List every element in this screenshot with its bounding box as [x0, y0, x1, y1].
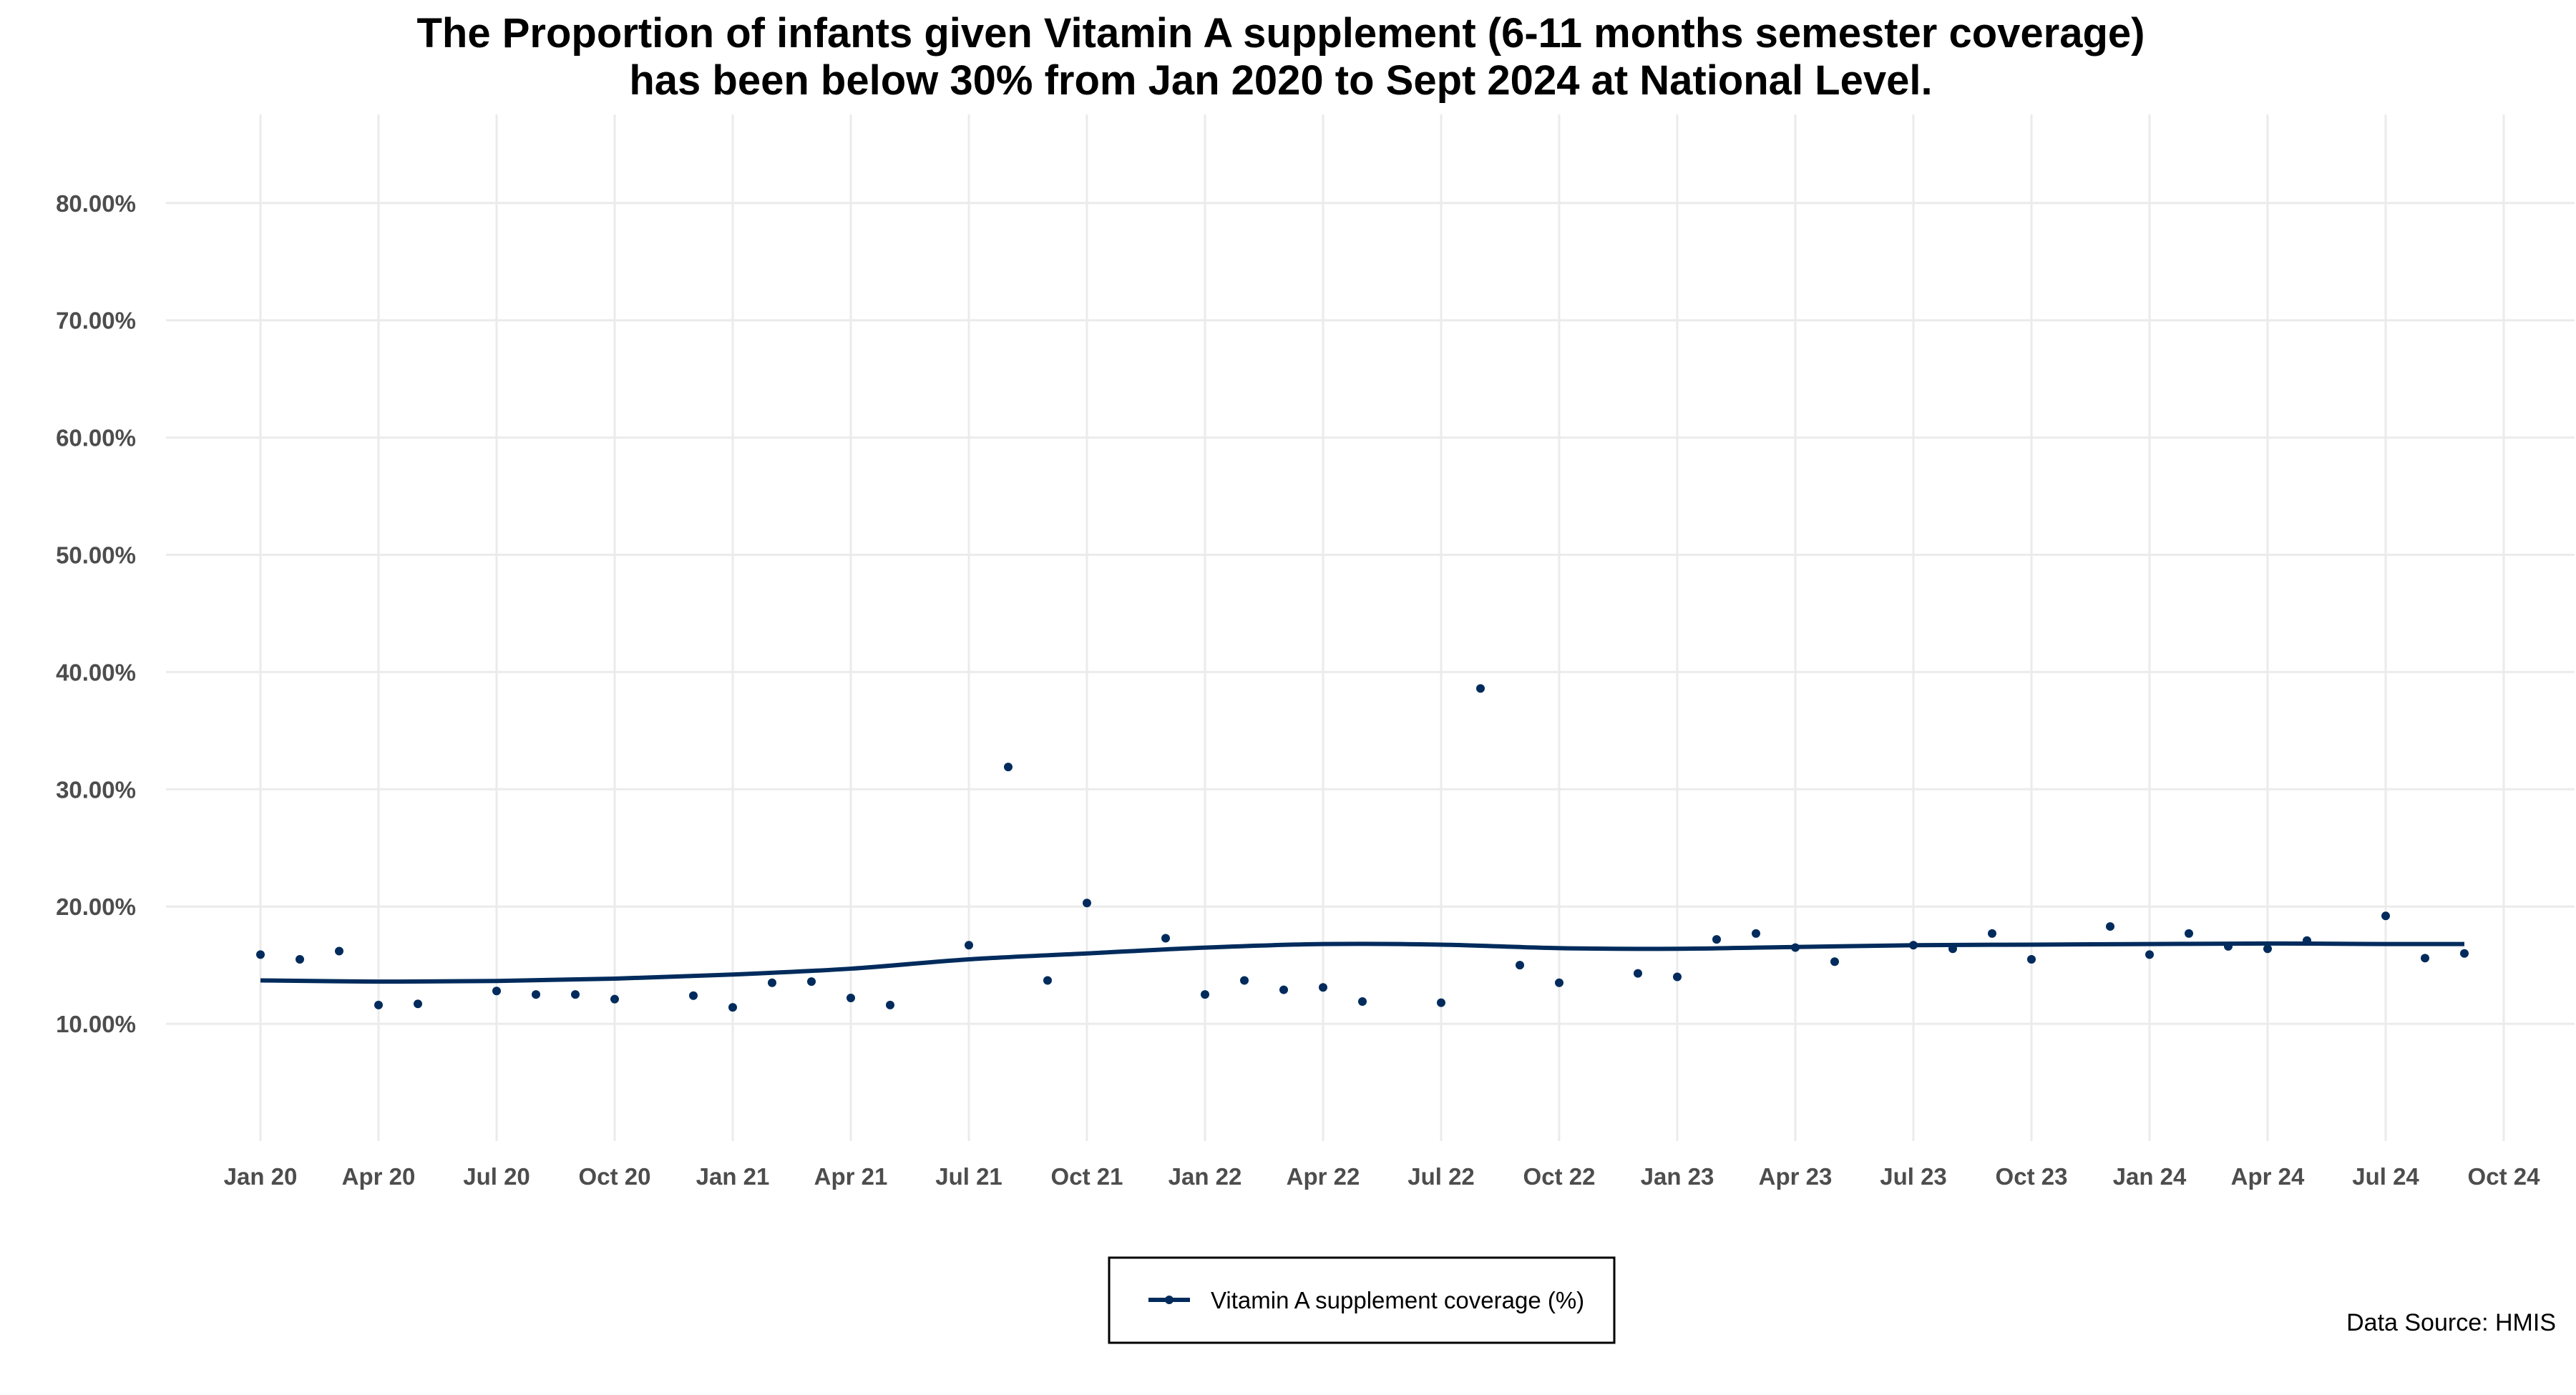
data-point	[2381, 911, 2390, 921]
data-point	[571, 990, 580, 999]
legend-key-point	[1165, 1296, 1174, 1304]
x-tick-label: Jul 20	[463, 1163, 530, 1190]
x-tick-label: Oct 23	[1996, 1163, 2068, 1190]
data-point	[1358, 997, 1367, 1006]
data-point	[1634, 969, 1642, 978]
y-tick-label: 50.00%	[56, 542, 136, 569]
legend-label: Vitamin A supplement coverage (%)	[1211, 1287, 1584, 1313]
data-point	[256, 950, 265, 959]
data-point	[965, 941, 973, 950]
x-tick-label: Jan 20	[224, 1163, 298, 1190]
data-point	[1791, 943, 1800, 952]
data-point	[1201, 990, 1209, 999]
chart-title-line-1: The Proportion of infants given Vitamin …	[416, 10, 2145, 57]
trend-line	[260, 941, 2465, 984]
data-source-caption: Data Source: HMIS	[2346, 1309, 2556, 1336]
x-tick-label: Oct 24	[2468, 1163, 2541, 1190]
x-tick-label: Jan 23	[1641, 1163, 1714, 1190]
data-point	[2460, 949, 2469, 958]
data-point	[2185, 929, 2193, 938]
x-tick-label: Jan 21	[696, 1163, 770, 1190]
x-tick-label: Jan 22	[1169, 1163, 1242, 1190]
data-point	[2106, 922, 2114, 931]
x-tick-label: Oct 22	[1523, 1163, 1596, 1190]
data-point	[492, 987, 501, 996]
data-point	[1476, 684, 1485, 693]
x-tick-label: Jul 22	[1407, 1163, 1475, 1190]
x-tick-label: Apr 21	[814, 1163, 888, 1190]
data-point	[1948, 944, 1957, 954]
data-point	[1673, 972, 1682, 982]
data-point	[2224, 941, 2233, 951]
data-point	[689, 991, 698, 1000]
data-point	[768, 978, 776, 987]
data-point	[847, 994, 855, 1003]
data-point	[807, 977, 816, 987]
data-point	[2303, 936, 2311, 945]
grid	[166, 114, 2575, 1141]
data-point	[1752, 929, 1760, 938]
data-point	[414, 999, 422, 1009]
y-tick-label: 60.00%	[56, 425, 136, 451]
data-point	[1830, 957, 1839, 966]
data-point	[1279, 985, 1288, 994]
x-tick-label: Apr 20	[342, 1163, 416, 1190]
legend-box	[1108, 1256, 1616, 1344]
y-tick-label: 30.00%	[56, 776, 136, 803]
data-point	[1555, 978, 1563, 987]
x-tick-label: Apr 24	[2231, 1163, 2305, 1190]
y-tick-label: 70.00%	[56, 308, 136, 334]
data-point	[1004, 763, 1013, 772]
data-point	[1437, 998, 1445, 1007]
data-point	[1712, 935, 1721, 944]
data-point	[610, 994, 619, 1004]
x-axis-tick-labels: Jan 20 Apr 20 Jul 20 Oct 20 Jan 21 Apr 21 Jul …	[224, 1163, 2540, 1190]
data-point	[1319, 983, 1327, 992]
data-point	[1240, 976, 1249, 985]
data-point	[1043, 976, 1052, 985]
legend: Vitamin A supplement coverage (%)	[1108, 1256, 1616, 1344]
y-tick-label: 40.00%	[56, 659, 136, 685]
x-tick-label: Jul 24	[2352, 1163, 2419, 1190]
x-tick-label: Jan 24	[2113, 1163, 2187, 1190]
chart-title-line-2: has been below 30% from Jan 2020 to Sept…	[629, 57, 1932, 104]
data-point	[886, 1000, 894, 1009]
x-tick-label: Apr 23	[1759, 1163, 1833, 1190]
y-tick-label: 80.00%	[56, 190, 136, 217]
data-point	[1161, 934, 1170, 943]
x-tick-label: Jul 21	[935, 1163, 1002, 1190]
x-tick-label: Oct 20	[579, 1163, 651, 1190]
data-point	[728, 1003, 737, 1012]
data-point	[532, 990, 540, 999]
data-point	[296, 954, 304, 964]
data-point	[2263, 944, 2272, 954]
x-tick-label: Apr 22	[1287, 1163, 1360, 1190]
data-point	[1909, 941, 1918, 950]
data-point	[335, 946, 343, 956]
data-point	[1516, 961, 1524, 970]
y-tick-label: 20.00%	[56, 894, 136, 920]
data-point	[1988, 929, 1996, 938]
y-tick-label: 10.00%	[56, 1011, 136, 1037]
data-point	[2421, 954, 2429, 963]
y-axis-tick-labels: 10.00% 20.00% 30.00% 40.00% 50.00% 60.00% 70.0…	[56, 190, 136, 1037]
x-tick-label: Oct 21	[1051, 1163, 1123, 1190]
data-point	[374, 1000, 383, 1009]
data-point	[1083, 899, 1091, 908]
x-tick-label: Jul 23	[1880, 1163, 1947, 1190]
trend-layer	[260, 941, 2465, 984]
points-layer	[256, 684, 2469, 1012]
data-point	[2027, 954, 2036, 964]
data-point	[2145, 950, 2154, 959]
